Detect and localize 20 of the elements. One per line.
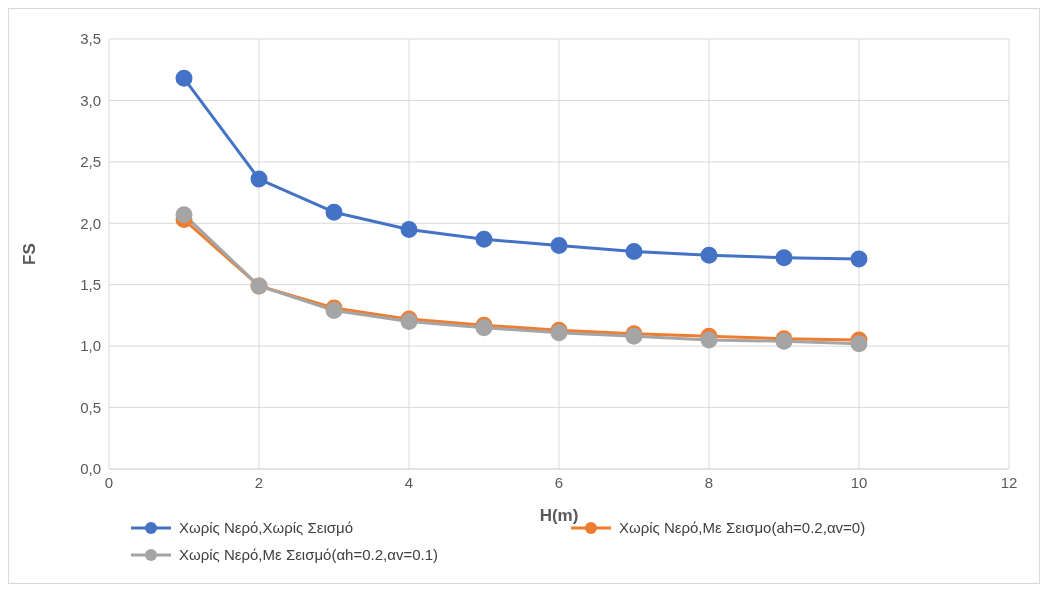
legend-label: Χωρίς Νερό,Με Σεισμό(αh=0.2,αv=0.1) (179, 546, 438, 563)
y-tick-label: 2,5 (80, 153, 101, 171)
x-tick-label: 12 (1000, 473, 1018, 491)
x-tick-label: 0 (104, 473, 114, 491)
x-tick-label: 6 (554, 473, 564, 491)
x-tick-label: 8 (704, 473, 714, 491)
x-tick-label: 4 (404, 473, 414, 491)
y-tick-label: 1,5 (80, 276, 101, 294)
y-tick-label: 0,5 (80, 398, 101, 416)
y-axis-title: FS (20, 243, 40, 265)
y-tick-label: 0,0 (80, 460, 101, 478)
y-tick-label: 3,0 (80, 91, 101, 109)
x-tick-label: 10 (850, 473, 868, 491)
legend-label: Χωρίς Νερό,Χωρίς Σεισμό (179, 519, 354, 536)
y-tick-label: 2,0 (80, 214, 101, 232)
y-tick-label: 1,0 (80, 337, 101, 355)
legend-label: Χωρίς Νερό,Με Σεισμο(ah=0.2,αv=0) (619, 519, 866, 536)
y-tick-label: 3,5 (80, 30, 101, 48)
x-tick-label: 2 (254, 473, 264, 491)
x-axis-title: H(m) (539, 506, 579, 525)
